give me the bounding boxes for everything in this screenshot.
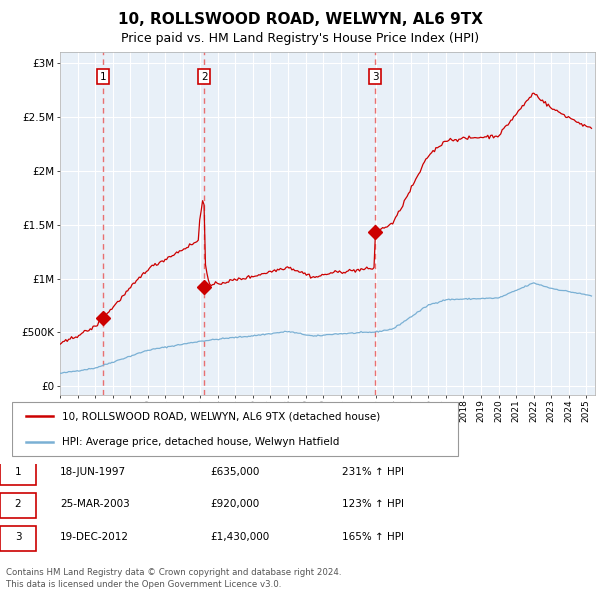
Text: 2: 2 [14,499,22,509]
Text: Contains HM Land Registry data © Crown copyright and database right 2024.: Contains HM Land Registry data © Crown c… [6,568,341,577]
Text: 3: 3 [14,532,22,542]
Text: This data is licensed under the Open Government Licence v3.0.: This data is licensed under the Open Gov… [6,581,281,589]
FancyBboxPatch shape [0,493,36,518]
Text: 123% ↑ HPI: 123% ↑ HPI [342,499,404,509]
Text: 1: 1 [14,467,22,477]
FancyBboxPatch shape [0,460,36,486]
Text: 165% ↑ HPI: 165% ↑ HPI [342,532,404,542]
Text: £635,000: £635,000 [210,467,259,477]
Text: HPI: Average price, detached house, Welwyn Hatfield: HPI: Average price, detached house, Welw… [62,437,339,447]
Text: 25-MAR-2003: 25-MAR-2003 [60,499,130,509]
Text: 1: 1 [100,72,107,82]
Text: 10, ROLLSWOOD ROAD, WELWYN, AL6 9TX: 10, ROLLSWOOD ROAD, WELWYN, AL6 9TX [118,12,482,27]
Text: 10, ROLLSWOOD ROAD, WELWYN, AL6 9TX (detached house): 10, ROLLSWOOD ROAD, WELWYN, AL6 9TX (det… [62,411,380,421]
Text: 2: 2 [201,72,208,82]
FancyBboxPatch shape [0,526,36,551]
Text: 19-DEC-2012: 19-DEC-2012 [60,532,129,542]
FancyBboxPatch shape [12,402,458,455]
Text: 3: 3 [372,72,379,82]
Text: £920,000: £920,000 [210,499,259,509]
Text: 18-JUN-1997: 18-JUN-1997 [60,467,126,477]
Text: Price paid vs. HM Land Registry's House Price Index (HPI): Price paid vs. HM Land Registry's House … [121,32,479,45]
Text: £1,430,000: £1,430,000 [210,532,269,542]
Text: 231% ↑ HPI: 231% ↑ HPI [342,467,404,477]
